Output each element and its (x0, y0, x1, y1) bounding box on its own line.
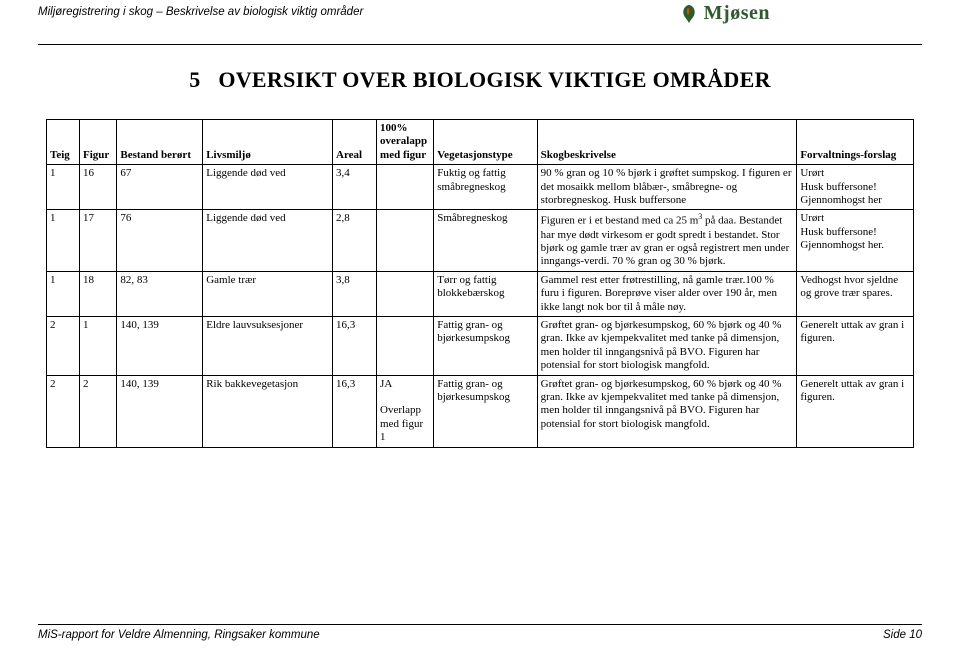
cell-skog: Grøftet gran- og bjørkesumpskog, 60 % bj… (537, 316, 797, 375)
cell-veg: Småbregneskog (434, 210, 537, 271)
header-logo-group: Mjøsen (678, 2, 770, 25)
cell-teig: 2 (47, 375, 80, 447)
table-row: 11776Liggende død ved2,8 SmåbregneskogFig… (47, 210, 914, 271)
cell-areal: 16,3 (333, 375, 377, 447)
cell-overlapp: JA Overlapp med figur 1 (377, 375, 434, 447)
cell-teig: 1 (47, 271, 80, 316)
mjosen-logo-text: Mjøsen (704, 2, 770, 25)
cell-bestand: 140, 139 (117, 375, 203, 447)
cell-skog: Gammel rest etter frøtrestilling, nå gam… (537, 271, 797, 316)
cell-skog: Grøftet gran- og bjørkesumpskog, 60 % bj… (537, 375, 797, 447)
cell-figur: 1 (80, 316, 117, 375)
page-footer: MiS-rapport for Veldre Almenning, Ringsa… (38, 624, 922, 641)
cell-teig: 1 (47, 165, 80, 210)
footer-left: MiS-rapport for Veldre Almenning, Ringsa… (38, 629, 320, 641)
col-skogbeskrivelse: Skogbeskrivelse (537, 120, 797, 165)
cell-livsmiljo: Liggende død ved (203, 210, 333, 271)
page-header: Miljøregistrering i skog – Beskrivelse a… (0, 0, 960, 42)
cell-bestand: 76 (117, 210, 203, 271)
cell-livsmiljo: Rik bakkevegetasjon (203, 375, 333, 447)
col-livsmiljo: Livsmiljø (203, 120, 333, 165)
cell-areal: 16,3 (333, 316, 377, 375)
cell-forv: Generelt uttak av gran i figuren. (797, 316, 914, 375)
table-header: Teig Figur Bestand berørt Livsmiljø Area… (47, 120, 914, 165)
cell-overlapp (377, 210, 434, 271)
cell-bestand: 67 (117, 165, 203, 210)
footer-divider (38, 624, 922, 625)
cell-veg: Fattig gran- og bjørkesumpskog (434, 316, 537, 375)
table-row: 11667Liggende død ved3,4 Fuktig og fattig… (47, 165, 914, 210)
cell-areal: 3,4 (333, 165, 377, 210)
page-title: 5 OVERSIKT OVER BIOLOGISK VIKTIGE OMRÅDE… (0, 67, 960, 93)
col-vegetasjon: Vegetasjonstype (434, 120, 537, 165)
cell-bestand: 82, 83 (117, 271, 203, 316)
cell-livsmiljo: Gamle trær (203, 271, 333, 316)
cell-veg: Tørr og fattig blokkebærskog (434, 271, 537, 316)
table-container: Teig Figur Bestand berørt Livsmiljø Area… (0, 119, 960, 448)
cell-teig: 2 (47, 316, 80, 375)
col-figur: Figur (80, 120, 117, 165)
table-body: 11667Liggende død ved3,4Fuktig og fattig… (47, 165, 914, 447)
cell-forv: Vedhogst hvor sjeldne og grove trær spar… (797, 271, 914, 316)
cell-overlapp (377, 271, 434, 316)
table-row: 11882, 83Gamle trær3,8 Tørr og fattig blo… (47, 271, 914, 316)
cell-areal: 2,8 (333, 210, 377, 271)
cell-figur: 18 (80, 271, 117, 316)
cell-overlapp (377, 165, 434, 210)
cell-figur: 16 (80, 165, 117, 210)
footer-right: Side 10 (883, 629, 922, 641)
col-teig: Teig (47, 120, 80, 165)
table-row: 22140, 139Rik bakkevegetasjon16,3JA Over… (47, 375, 914, 447)
page-title-number: 5 (189, 67, 200, 93)
cell-livsmiljo: Eldre lauvsuksesjoner (203, 316, 333, 375)
cell-forv: Urørt Husk buffersone! Gjennomhogst her (797, 165, 914, 210)
cell-forv: Generelt uttak av gran i figuren. (797, 375, 914, 447)
cell-figur: 17 (80, 210, 117, 271)
col-forvaltning: Forvaltnings-forslag (797, 120, 914, 165)
cell-forv: Urørt Husk buffersone! Gjennomhogst her. (797, 210, 914, 271)
header-left-text: Miljøregistrering i skog – Beskrivelse a… (38, 6, 922, 18)
cell-figur: 2 (80, 375, 117, 447)
cell-livsmiljo: Liggende død ved (203, 165, 333, 210)
page-title-text: OVERSIKT OVER BIOLOGISK VIKTIGE OMRÅDER (218, 67, 770, 92)
cell-veg: Fuktig og fattig småbregneskog (434, 165, 537, 210)
cell-veg: Fattig gran- og bjørkesumpskog (434, 375, 537, 447)
mjosen-logo-icon (678, 3, 700, 25)
cell-areal: 3,8 (333, 271, 377, 316)
cell-skog: Figuren er i et bestand med ca 25 m3 på … (537, 210, 797, 271)
table-row: 21140, 139Eldre lauvsuksesjoner16,3 Fatti… (47, 316, 914, 375)
col-overlapp: 100% overalapp med figur (377, 120, 434, 165)
header-divider (38, 44, 922, 45)
areas-table: Teig Figur Bestand berørt Livsmiljø Area… (46, 119, 914, 448)
col-areal: Areal (333, 120, 377, 165)
cell-bestand: 140, 139 (117, 316, 203, 375)
cell-skog: 90 % gran og 10 % bjørk i grøftet sumpsk… (537, 165, 797, 210)
cell-teig: 1 (47, 210, 80, 271)
col-bestand: Bestand berørt (117, 120, 203, 165)
cell-overlapp (377, 316, 434, 375)
